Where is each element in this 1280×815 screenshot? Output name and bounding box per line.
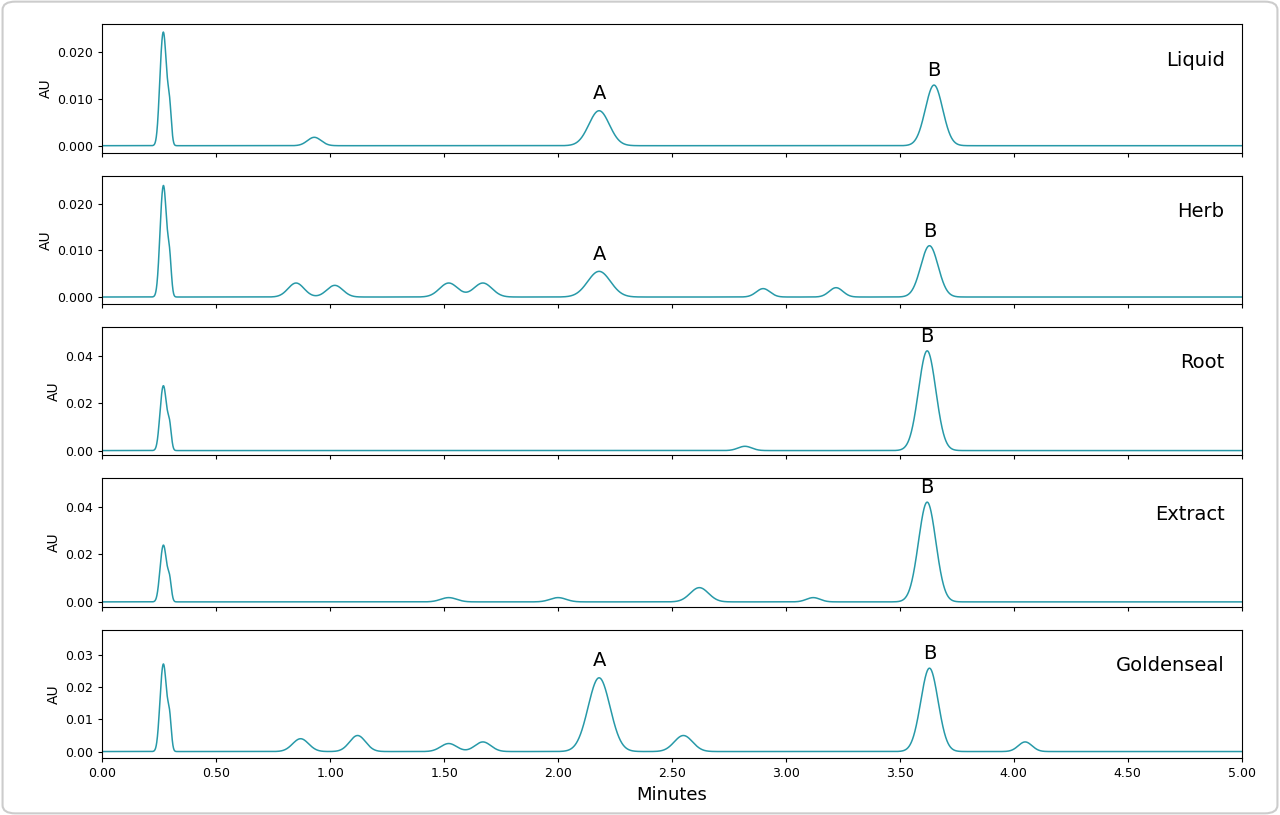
- Y-axis label: AU: AU: [47, 684, 61, 703]
- Text: B: B: [927, 61, 941, 80]
- Y-axis label: AU: AU: [40, 230, 54, 249]
- Text: Goldenseal: Goldenseal: [1116, 656, 1225, 675]
- Y-axis label: AU: AU: [47, 533, 61, 553]
- Text: A: A: [593, 84, 605, 103]
- Y-axis label: AU: AU: [40, 79, 54, 99]
- Text: Root: Root: [1180, 354, 1225, 372]
- Text: Herb: Herb: [1178, 202, 1225, 221]
- X-axis label: Minutes: Minutes: [636, 786, 708, 804]
- Text: Liquid: Liquid: [1166, 51, 1225, 70]
- Text: Extract: Extract: [1155, 504, 1225, 524]
- Y-axis label: AU: AU: [47, 381, 61, 401]
- Text: B: B: [923, 222, 936, 240]
- Text: A: A: [593, 651, 605, 670]
- Text: B: B: [920, 327, 934, 346]
- Text: B: B: [923, 644, 936, 663]
- Text: A: A: [593, 244, 605, 264]
- Text: B: B: [920, 478, 934, 497]
